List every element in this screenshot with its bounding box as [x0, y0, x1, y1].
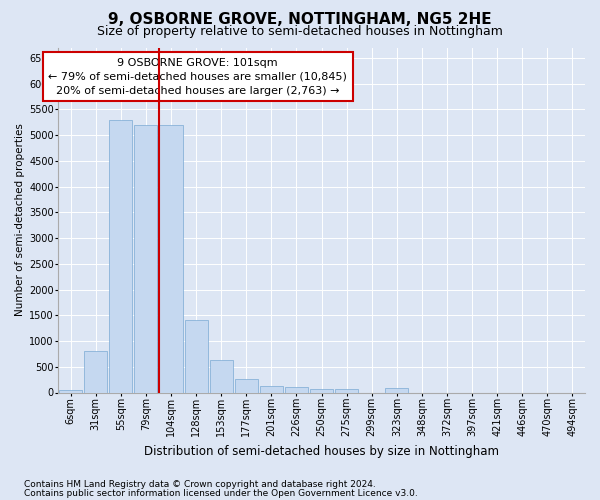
- Bar: [285, 388, 308, 392]
- Bar: [260, 386, 283, 392]
- Y-axis label: Number of semi-detached properties: Number of semi-detached properties: [15, 124, 25, 316]
- Bar: [59, 390, 82, 392]
- Text: Size of property relative to semi-detached houses in Nottingham: Size of property relative to semi-detach…: [97, 25, 503, 38]
- Bar: [134, 124, 157, 392]
- Bar: [235, 379, 258, 392]
- Text: 9 OSBORNE GROVE: 101sqm
← 79% of semi-detached houses are smaller (10,845)
20% o: 9 OSBORNE GROVE: 101sqm ← 79% of semi-de…: [48, 58, 347, 96]
- Bar: [160, 124, 182, 392]
- Bar: [84, 352, 107, 393]
- X-axis label: Distribution of semi-detached houses by size in Nottingham: Distribution of semi-detached houses by …: [144, 444, 499, 458]
- Text: 9, OSBORNE GROVE, NOTTINGHAM, NG5 2HE: 9, OSBORNE GROVE, NOTTINGHAM, NG5 2HE: [108, 12, 492, 28]
- Bar: [109, 120, 133, 392]
- Text: Contains public sector information licensed under the Open Government Licence v3: Contains public sector information licen…: [24, 488, 418, 498]
- Bar: [385, 388, 409, 392]
- Text: Contains HM Land Registry data © Crown copyright and database right 2024.: Contains HM Land Registry data © Crown c…: [24, 480, 376, 489]
- Bar: [209, 360, 233, 392]
- Bar: [335, 389, 358, 392]
- Bar: [185, 320, 208, 392]
- Bar: [310, 389, 333, 392]
